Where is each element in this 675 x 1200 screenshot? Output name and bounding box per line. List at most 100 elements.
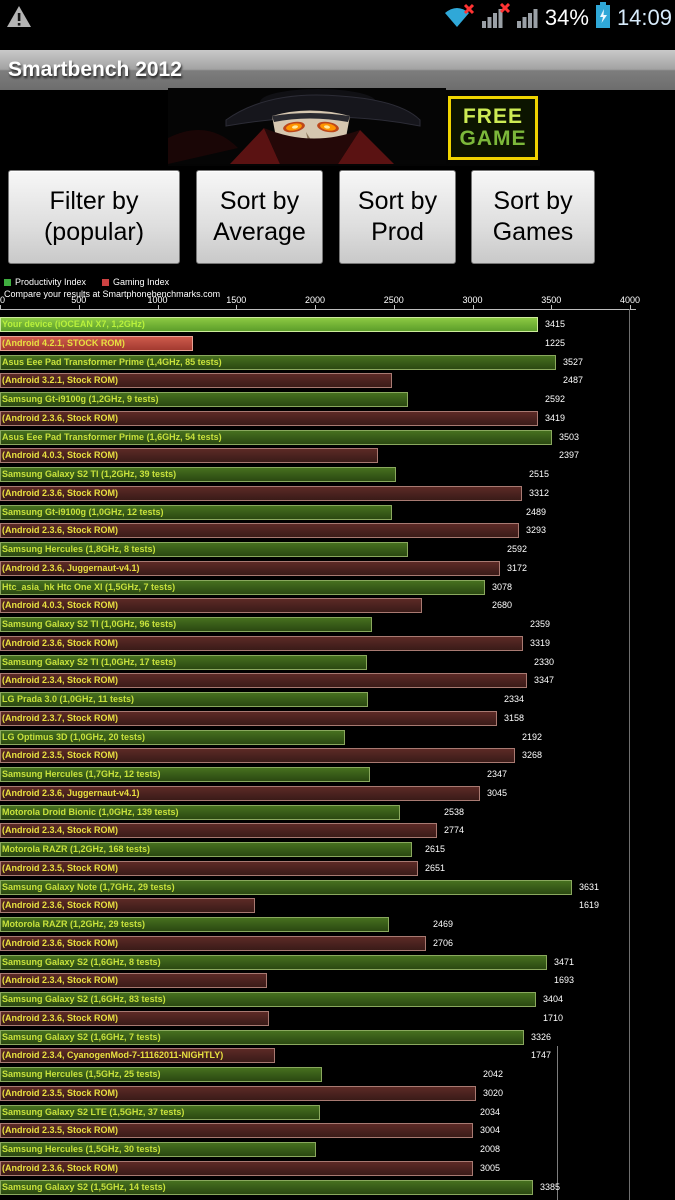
productivity-row: Asus Eee Pad Transformer Prime (1,6GHz, … xyxy=(0,429,675,448)
filter-by-popular-button[interactable]: Filter by (popular) xyxy=(8,170,180,264)
gaming-bar xyxy=(0,860,418,876)
productivity-row: Samsung Gt-i9100g (1,2GHz, 9 tests) 2592 xyxy=(0,391,675,410)
gaming-label: (Android 2.3.5, Stock ROM) xyxy=(2,1087,119,1098)
gaming-label: (Android 4.0.3, Stock ROM) xyxy=(2,450,119,461)
productivity-bar xyxy=(0,804,400,820)
axis-line xyxy=(0,309,636,310)
productivity-label: Motorola Droid Bionic (1,0GHz, 139 tests… xyxy=(2,806,179,817)
gaming-row: (Android 2.3.4, Stock ROM) 2774 xyxy=(0,822,675,841)
gaming-bar xyxy=(0,673,527,689)
productivity-label: Asus Eee Pad Transformer Prime (1,6GHz, … xyxy=(2,431,222,442)
productivity-value: 3503 xyxy=(559,431,580,442)
axis-tick-label: 2500 xyxy=(383,295,404,305)
device-block: Samsung Galaxy S2 (1,5GHz, 14 tests) 3385 xyxy=(0,1179,675,1200)
productivity-bar xyxy=(0,579,485,595)
device-block: Samsung Hercules (1,5GHz, 25 tests) 2042 (… xyxy=(0,1066,675,1104)
gaming-value: 2706 xyxy=(433,937,454,948)
sort-by-average-button[interactable]: Sort by Average xyxy=(196,170,323,264)
productivity-value: 2538 xyxy=(444,806,465,817)
device-block: Asus Eee Pad Transformer Prime (1,4GHz, … xyxy=(0,354,675,392)
gaming-bar xyxy=(0,973,267,989)
sort-by-prod-button[interactable]: Sort by Prod xyxy=(339,170,456,264)
battery-charging-icon xyxy=(595,2,611,34)
productivity-label: Samsung Galaxy S2 TI (1,2GHz, 39 tests) xyxy=(2,469,177,479)
gaming-label: (Android 2.3.5, Stock ROM) xyxy=(2,862,119,873)
device-block: Your device (iOCEAN X7, 1,2GHz) 3415 (Andr… xyxy=(0,316,675,354)
productivity-bar xyxy=(0,1029,524,1045)
gaming-label: (Android 3.2.1, Stock ROM) xyxy=(2,375,119,386)
gaming-value: 3158 xyxy=(504,712,525,723)
gaming-value: 3319 xyxy=(530,637,551,648)
productivity-label: Samsung Gt-i9100g (1,2GHz, 9 tests) xyxy=(2,394,159,404)
ad-banner[interactable]: FREE GAME xyxy=(0,87,675,169)
gaming-value: 3045 xyxy=(487,787,508,798)
axis-tick-label: 500 xyxy=(71,295,87,305)
axis-tick-mark xyxy=(630,305,631,309)
button-label-line: Prod xyxy=(371,218,424,246)
gaming-bar xyxy=(0,748,515,764)
gaming-label: (Android 2.3.6, Stock ROM) xyxy=(2,900,119,911)
status-bar: 34% 14:09 xyxy=(0,0,675,36)
productivity-row: Samsung Galaxy S2 TI (1,0GHz, 17 tests) 2… xyxy=(0,654,675,673)
device-block: Motorola RAZR (1,2GHz, 29 tests) 2469 (And… xyxy=(0,916,675,954)
gaming-value: 3268 xyxy=(522,750,543,761)
gaming-label: (Android 2.3.4, Stock ROM) xyxy=(2,675,119,686)
productivity-value: 3404 xyxy=(543,994,564,1004)
button-label-line: Sort by xyxy=(357,187,438,215)
gaming-value: 2651 xyxy=(425,862,446,873)
axis-tick-label: 4000 xyxy=(619,295,641,305)
productivity-row: Samsung Galaxy S2 (1,6GHz, 83 tests) 3404 xyxy=(0,991,675,1010)
productivity-label: Samsung Galaxy S2 (1,5GHz, 14 tests) xyxy=(2,1181,166,1192)
gaming-bar xyxy=(0,710,497,726)
chart-rows[interactable]: Your device (iOCEAN X7, 1,2GHz) 3415 (Andr… xyxy=(0,316,675,1200)
sort-by-games-button[interactable]: Sort by Games xyxy=(471,170,595,264)
productivity-value: 3471 xyxy=(554,956,575,967)
gaming-row: (Android 2.3.5, Stock ROM) 2651 xyxy=(0,860,675,879)
warning-triangle-icon xyxy=(6,5,32,34)
productivity-bar xyxy=(0,317,538,332)
clock: 14:09 xyxy=(616,5,672,30)
productivity-row: Samsung Hercules (1,7GHz, 12 tests) 2347 xyxy=(0,766,675,785)
compare-results-text: Compare your results at Smartphonebenchm… xyxy=(4,289,221,299)
productivity-label: Samsung Hercules (1,8GHz, 8 tests) xyxy=(2,544,156,554)
gaming-bar xyxy=(0,373,392,389)
productivity-value: 2330 xyxy=(534,656,555,667)
gaming-label: (Android 2.3.6, Stock ROM) xyxy=(2,637,119,648)
battery-percent: 34% xyxy=(544,5,589,30)
productivity-row: LG Optimus 3D (1,0GHz, 20 tests) 2192 xyxy=(0,729,675,748)
axis-tick-mark xyxy=(472,305,474,309)
productivity-bar xyxy=(0,654,367,670)
productivity-bar xyxy=(0,879,572,895)
gaming-row: (Android 2.3.6, Juggernaut-v4.1) 3172 xyxy=(0,560,675,579)
gaming-bar xyxy=(0,598,422,614)
productivity-row: Motorola RAZR (1,2GHz, 168 tests) 2615 xyxy=(0,841,675,860)
productivity-value: 2489 xyxy=(526,506,547,517)
productivity-row: Htc_asia_hk Htc One Xl (1,5GHz, 7 tests)… xyxy=(0,579,675,598)
gaming-bar xyxy=(0,635,523,651)
gaming-bar xyxy=(0,1048,275,1064)
productivity-value: 3385 xyxy=(540,1181,561,1192)
productivity-value: 2592 xyxy=(545,394,566,404)
axis-tick-mark xyxy=(551,305,553,309)
productivity-row: Samsung Galaxy S2 (1,5GHz, 14 tests) 3385 xyxy=(0,1179,675,1198)
productivity-row: Samsung Hercules (1,8GHz, 8 tests) 2592 xyxy=(0,541,675,560)
gaming-bar xyxy=(0,448,378,464)
gaming-label: (Android 2.3.6, Stock ROM) xyxy=(2,1012,119,1023)
button-label-line: Games xyxy=(492,218,574,246)
axis-tick-label: 0 xyxy=(0,295,6,305)
productivity-bar xyxy=(0,467,396,482)
productivity-bar xyxy=(0,617,372,632)
gaming-value: 1747 xyxy=(531,1050,552,1061)
gaming-value: 2774 xyxy=(444,825,465,836)
gaming-value: 2397 xyxy=(559,450,580,461)
productivity-bar xyxy=(0,542,408,557)
productivity-label: LG Prada 3.0 (1,0GHz, 11 tests) xyxy=(2,694,135,704)
productivity-legend-swatch xyxy=(4,278,11,286)
gaming-row: (Android 2.3.6, Stock ROM) 3005 xyxy=(0,1160,675,1179)
gaming-label: (Android 2.3.6, Stock ROM) xyxy=(2,1162,119,1173)
productivity-row: Samsung Galaxy S2 LTE (1,5GHz, 37 tests)… xyxy=(0,1104,675,1123)
gaming-label: (Android 2.3.4, CyanogenMod-7-11162011-N… xyxy=(2,1050,224,1061)
productivity-bar xyxy=(0,1104,320,1120)
ad-vampire-image xyxy=(168,87,446,169)
axis-tick-mark xyxy=(0,305,1,309)
